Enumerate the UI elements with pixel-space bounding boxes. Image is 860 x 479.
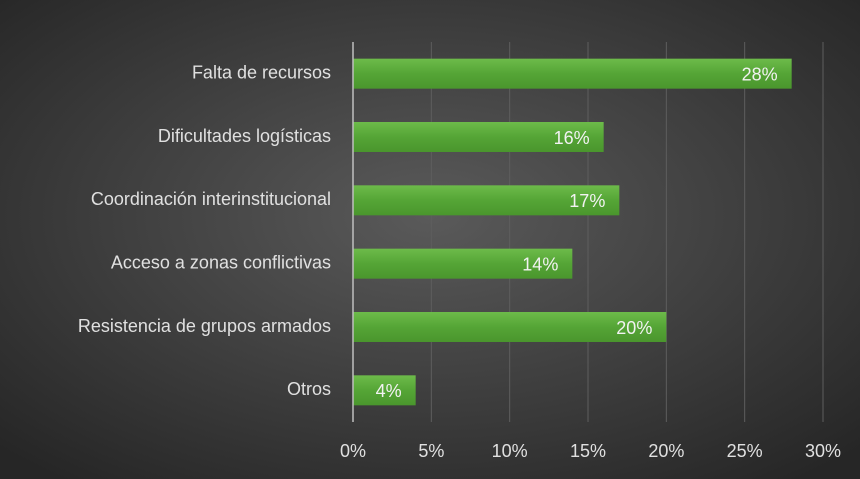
bar	[353, 122, 604, 152]
bar	[353, 312, 667, 342]
y-tick-label: Acceso a zonas conflictivas	[111, 252, 331, 272]
x-tick-label: 5%	[418, 441, 444, 461]
data-label: 14%	[522, 254, 558, 274]
y-tick-label: Coordinación interinstitucional	[91, 189, 331, 209]
y-tick-label: Falta de recursos	[192, 62, 331, 82]
x-tick-label: 10%	[492, 441, 528, 461]
bar	[353, 185, 620, 216]
bar	[353, 58, 792, 89]
y-tick-label: Dificultades logísticas	[158, 126, 331, 146]
x-tick-label: 30%	[805, 441, 841, 461]
bar	[353, 248, 573, 279]
x-tick-label: 0%	[340, 441, 366, 461]
data-label: 20%	[616, 318, 652, 338]
y-tick-label: Otros	[287, 379, 331, 399]
data-label: 17%	[569, 191, 605, 211]
bar	[353, 375, 416, 406]
data-label: 4%	[376, 381, 402, 401]
data-label: 28%	[742, 64, 778, 84]
x-tick-label: 15%	[570, 441, 606, 461]
x-tick-label: 20%	[648, 441, 684, 461]
y-tick-label: Resistencia de grupos armados	[78, 316, 331, 336]
data-label: 16%	[554, 128, 590, 148]
x-tick-label: 25%	[727, 441, 763, 461]
